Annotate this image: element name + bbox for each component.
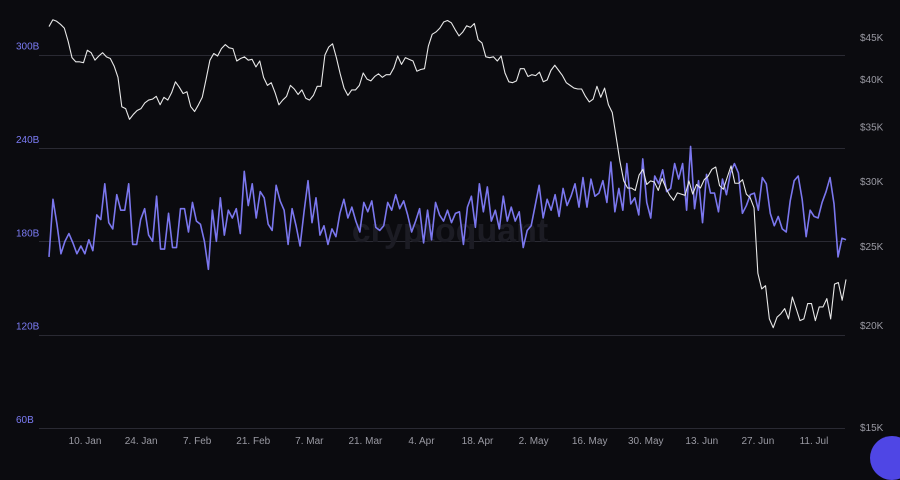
x-tick-label: 10. Jan [69,436,102,447]
right-axis: $15K $20K $25K $30K $35K $40K $45K [860,33,884,434]
price-series-line [48,19,847,329]
x-tick-label: 2. May [519,436,549,447]
chat-bubble-icon[interactable] [870,436,900,480]
x-axis: 10. Jan 24. Jan 7. Feb 21. Feb 7. Mar 21. Mar… [69,436,829,447]
chart-background [0,0,900,458]
right-tick-label: $20K [860,321,884,332]
x-tick-label: 7. Feb [183,436,212,447]
right-tick-label: $45K [860,33,884,44]
gridlines [39,55,845,429]
x-tick-label: 21. Feb [236,436,270,447]
right-tick-label: $30K [860,177,884,188]
left-tick-label: 60B [16,415,34,426]
x-tick-label: 24. Jan [125,436,158,447]
volume-series-line [48,145,847,271]
left-tick-label: 120B [16,322,40,333]
right-tick-label: $15K [860,423,884,434]
series-layer [48,19,847,329]
x-tick-label: 27. Jun [741,436,774,447]
left-tick-label: 300B [16,42,40,53]
x-tick-label: 7. Mar [295,436,324,447]
x-tick-label: 16. May [572,436,608,447]
left-axis: 60B 120B 180B 240B 300B [16,42,40,426]
left-tick-label: 180B [16,228,40,239]
right-tick-label: $35K [860,122,884,133]
left-tick-label: 240B [16,135,40,146]
right-tick-label: $25K [860,242,884,253]
x-tick-label: 4. Apr [408,436,435,447]
x-tick-label: 30. May [628,436,664,447]
x-tick-label: 11. Jul [800,436,829,447]
x-tick-label: 18. Apr [462,436,494,447]
x-tick-label: 21. Mar [348,436,383,447]
right-tick-label: $40K [860,75,884,86]
x-tick-label: 13. Jun [685,436,718,447]
